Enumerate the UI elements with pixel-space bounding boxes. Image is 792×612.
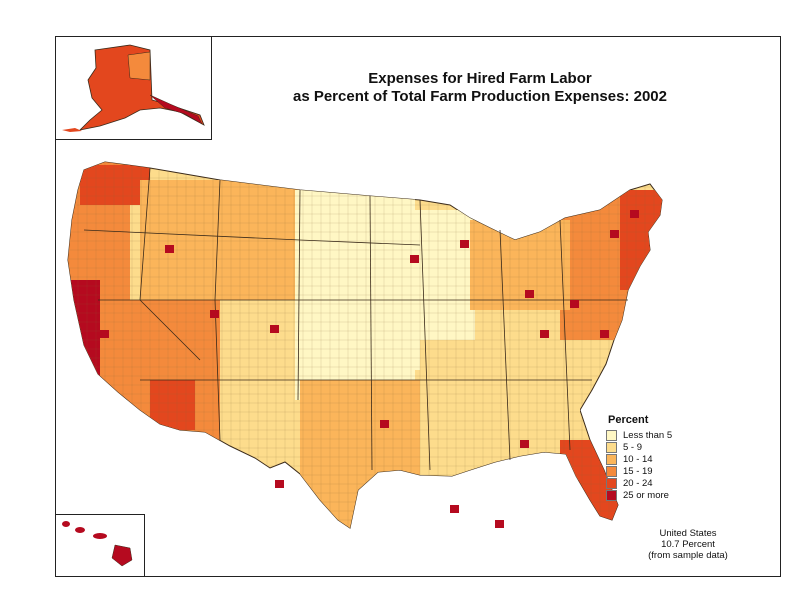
- hotspot-county: [100, 330, 109, 338]
- legend-label: 25 or more: [623, 489, 669, 501]
- hotspot-county: [610, 230, 619, 238]
- state-line-plains-mid: [369, 195, 373, 471]
- hotspot-county: [410, 255, 419, 263]
- hawaii-inset: [55, 514, 145, 577]
- legend-item: 25 or more: [606, 489, 756, 501]
- region-arizona: [150, 380, 195, 430]
- state-line-atlantic: [559, 219, 571, 451]
- hotspot-counties: [100, 210, 639, 528]
- hotspot-county: [270, 325, 279, 333]
- summary-line-2: 10.7 Percent: [661, 539, 715, 550]
- legend-swatch: [606, 489, 617, 501]
- legend-label: 15 - 19: [623, 465, 653, 477]
- legend-item: 20 - 24: [606, 477, 756, 489]
- region-pacific-northwest: [80, 165, 150, 205]
- hotspot-county: [210, 310, 219, 318]
- hotspot-county: [450, 505, 459, 513]
- legend-item: 5 - 9: [606, 441, 756, 453]
- hotspot-county: [600, 330, 609, 338]
- state-line-mississippi: [419, 199, 431, 471]
- hawaii-kauai: [62, 521, 70, 527]
- summary-line-3: (from sample data): [648, 550, 728, 561]
- legend-item: 15 - 19: [606, 465, 756, 477]
- us-summary: United States 10.7 Percent (from sample …: [628, 528, 748, 561]
- alaska-interior: [127, 51, 151, 81]
- legend-item: 10 - 14: [606, 453, 756, 465]
- hotspot-county: [460, 240, 469, 248]
- alaska-panhandle: [149, 94, 203, 125]
- region-southeast: [420, 340, 580, 480]
- aleutian-islands: [62, 128, 82, 132]
- hotspot-county: [495, 520, 504, 528]
- legend-swatch: [606, 453, 617, 465]
- contiguous-us-map: [67, 161, 663, 529]
- hotspot-county: [540, 330, 549, 338]
- map-title-line-2: as Percent of Total Farm Production Expe…: [292, 88, 667, 105]
- legend-swatch: [606, 429, 617, 441]
- state-line-plains-west: [297, 189, 301, 401]
- legend-item: Less than 5: [606, 429, 756, 441]
- state-boundaries: [83, 167, 628, 471]
- legend-label: Less than 5: [623, 429, 673, 441]
- hotspot-county: [570, 300, 579, 308]
- state-line-east: [499, 229, 511, 461]
- summary-line-1: United States: [659, 528, 717, 539]
- legend-swatch: [606, 465, 617, 477]
- hotspot-county: [380, 420, 389, 428]
- hotspot-county: [520, 440, 529, 448]
- map-title-line-1: Expenses for Hired Farm Labor: [368, 70, 592, 87]
- hotspot-county: [275, 480, 284, 488]
- legend-label: 5 - 9: [623, 441, 643, 453]
- legend-swatch: [606, 441, 617, 453]
- alaska-inset: [55, 36, 212, 140]
- alaska-map: [62, 44, 205, 132]
- map-legend: Percent Less than 5 5 - 9 10 - 14 15 - 1…: [606, 414, 756, 501]
- hawaii-maui: [93, 533, 107, 539]
- state-line-north-tier: [83, 229, 421, 246]
- hotspot-county: [165, 245, 174, 253]
- legend-swatch: [606, 477, 617, 489]
- hawaii-oahu: [75, 527, 85, 533]
- hawaii-map: [62, 521, 133, 567]
- hawaii-big-island: [111, 544, 133, 567]
- region-mountain-west: [140, 180, 300, 300]
- legend-title: Percent: [608, 414, 649, 426]
- hotspot-county: [525, 290, 534, 298]
- legend-label: 20 - 24: [623, 477, 653, 489]
- hotspot-county: [630, 210, 639, 218]
- legend-label: 10 - 14: [623, 453, 653, 465]
